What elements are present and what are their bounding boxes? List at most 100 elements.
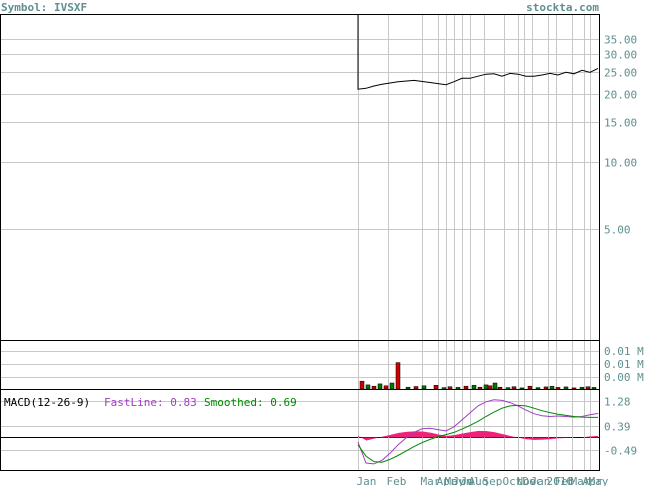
volume-bar (563, 386, 569, 390)
macd-hist-bar (530, 437, 532, 440)
macd-hist-bar (527, 437, 529, 440)
macd-hist-bar (489, 431, 491, 438)
macd-hist-bar (450, 435, 452, 438)
macd-hist-bar (382, 436, 384, 438)
volume-bar (535, 387, 541, 390)
macd-hist-bar (456, 434, 458, 438)
macd-hist-bar (370, 437, 372, 440)
macd-hist-bar (373, 437, 375, 439)
volume-bar (447, 386, 453, 390)
macd-hist-bar (435, 433, 437, 438)
macd-hist-bar (529, 437, 531, 440)
macd-hist-bar (471, 431, 473, 438)
macd-hist-bar (558, 437, 560, 439)
volume-bar (549, 385, 555, 390)
macd-hist-bar (532, 437, 534, 440)
volume-bar (487, 385, 493, 390)
volume-bar (471, 385, 477, 390)
macd-hist-bar (445, 435, 447, 438)
macd-hist-bar (588, 436, 590, 438)
macd-tick-label: 0.39 (604, 421, 631, 434)
macd-fast-line (357, 399, 599, 465)
volume-bar (383, 385, 389, 390)
macd-hist-bar (453, 435, 455, 438)
x-tick-label: May (589, 475, 609, 486)
macd-hist-bar (418, 431, 420, 438)
macd-histogram (358, 430, 599, 441)
macd-hist-bar (454, 435, 456, 438)
macd-hist-bar (541, 437, 543, 440)
macd-hist-bar (564, 437, 566, 438)
macd-hist-bar (546, 437, 548, 440)
volume-bar (421, 385, 427, 390)
macd-hist-bar (556, 437, 558, 439)
macd-hist-bar (504, 434, 506, 438)
macd-hist-bar (557, 437, 559, 439)
macd-hist-bar (528, 437, 530, 440)
macd-hist-bar (539, 437, 541, 440)
macd-hist-bar (597, 435, 599, 438)
price-tick-labels: 35.00 30.00 25.00 20.00 15.00 10.00 5.00 (604, 34, 637, 237)
site-name: stockta.com (526, 1, 599, 14)
macd-hist-bar (407, 431, 409, 438)
macd-hist-bar (512, 436, 514, 438)
macd-hist-bar (554, 437, 556, 439)
volume-tick-label: 0.01 M (604, 345, 644, 358)
macd-tick-labels: 1.28 0.39 -0.49 (604, 396, 637, 458)
macd-hist-bar (393, 434, 395, 438)
macd-hist-bar (521, 437, 523, 439)
macd-hist-bar (560, 437, 562, 439)
macd-hist-bar (561, 437, 563, 439)
x-tick-label: May (445, 475, 465, 486)
x-tick-label: Mar (571, 475, 591, 486)
volume-bar (413, 386, 419, 390)
macd-hist-bar (442, 435, 444, 438)
volume-bar (371, 385, 377, 390)
macd-hist-bar (488, 431, 490, 438)
macd-hist-bar (434, 433, 436, 438)
macd-hist-bar (585, 436, 587, 438)
volume-bar (585, 386, 591, 390)
macd-hist-bar (525, 437, 527, 440)
x-tick-label: Aug (469, 475, 489, 486)
macd-tick-label: 1.28 (604, 396, 631, 409)
macd-hist-bar (478, 430, 480, 438)
volume-bar (511, 386, 517, 390)
macd-hist-bar (441, 435, 443, 438)
vertical-grid (358, 15, 591, 470)
volume-bar (483, 384, 489, 390)
macd-hist-bar (538, 437, 540, 440)
volume-tick-label: 0.01 M (604, 358, 644, 371)
price-tick-label: 30.00 (604, 49, 637, 62)
macd-hist-bar (551, 437, 553, 440)
price-tick-label: 20.00 (604, 89, 637, 102)
volume-bar (591, 387, 597, 390)
macd-hist-bar (385, 436, 387, 438)
macd-hist-bar (547, 437, 549, 440)
macd-hist-bar (437, 434, 439, 438)
macd-hist-bar (511, 436, 513, 438)
macd-hist-bar (396, 433, 398, 438)
macd-hist-bar (535, 437, 537, 440)
macd-hist-bar (506, 435, 508, 438)
macd-hist-bar (423, 431, 425, 438)
macd-hist-bar (390, 434, 392, 438)
macd-hist-bar (475, 431, 477, 438)
x-tick-label: Apr (583, 475, 603, 486)
macd-hist-bar (430, 432, 432, 438)
macd-hist-bar (414, 431, 416, 438)
macd-tick-label: -0.49 (604, 445, 637, 458)
macd-legend-label: MACD(12-26-9) (4, 396, 90, 409)
volume-tick-label: 0.00 M (604, 371, 644, 384)
macd-hist-bar (427, 432, 429, 438)
macd-hist-bar (428, 432, 430, 438)
macd-hist-bar (386, 435, 388, 438)
macd-hist-bar (552, 437, 554, 439)
macd-hist-bar (593, 436, 595, 438)
macd-hist-bar (542, 437, 544, 440)
macd-hist-bar (452, 435, 454, 438)
macd-hist-bar (559, 437, 561, 439)
macd-hist-bar (540, 437, 542, 440)
macd-hist-bar (366, 437, 368, 441)
